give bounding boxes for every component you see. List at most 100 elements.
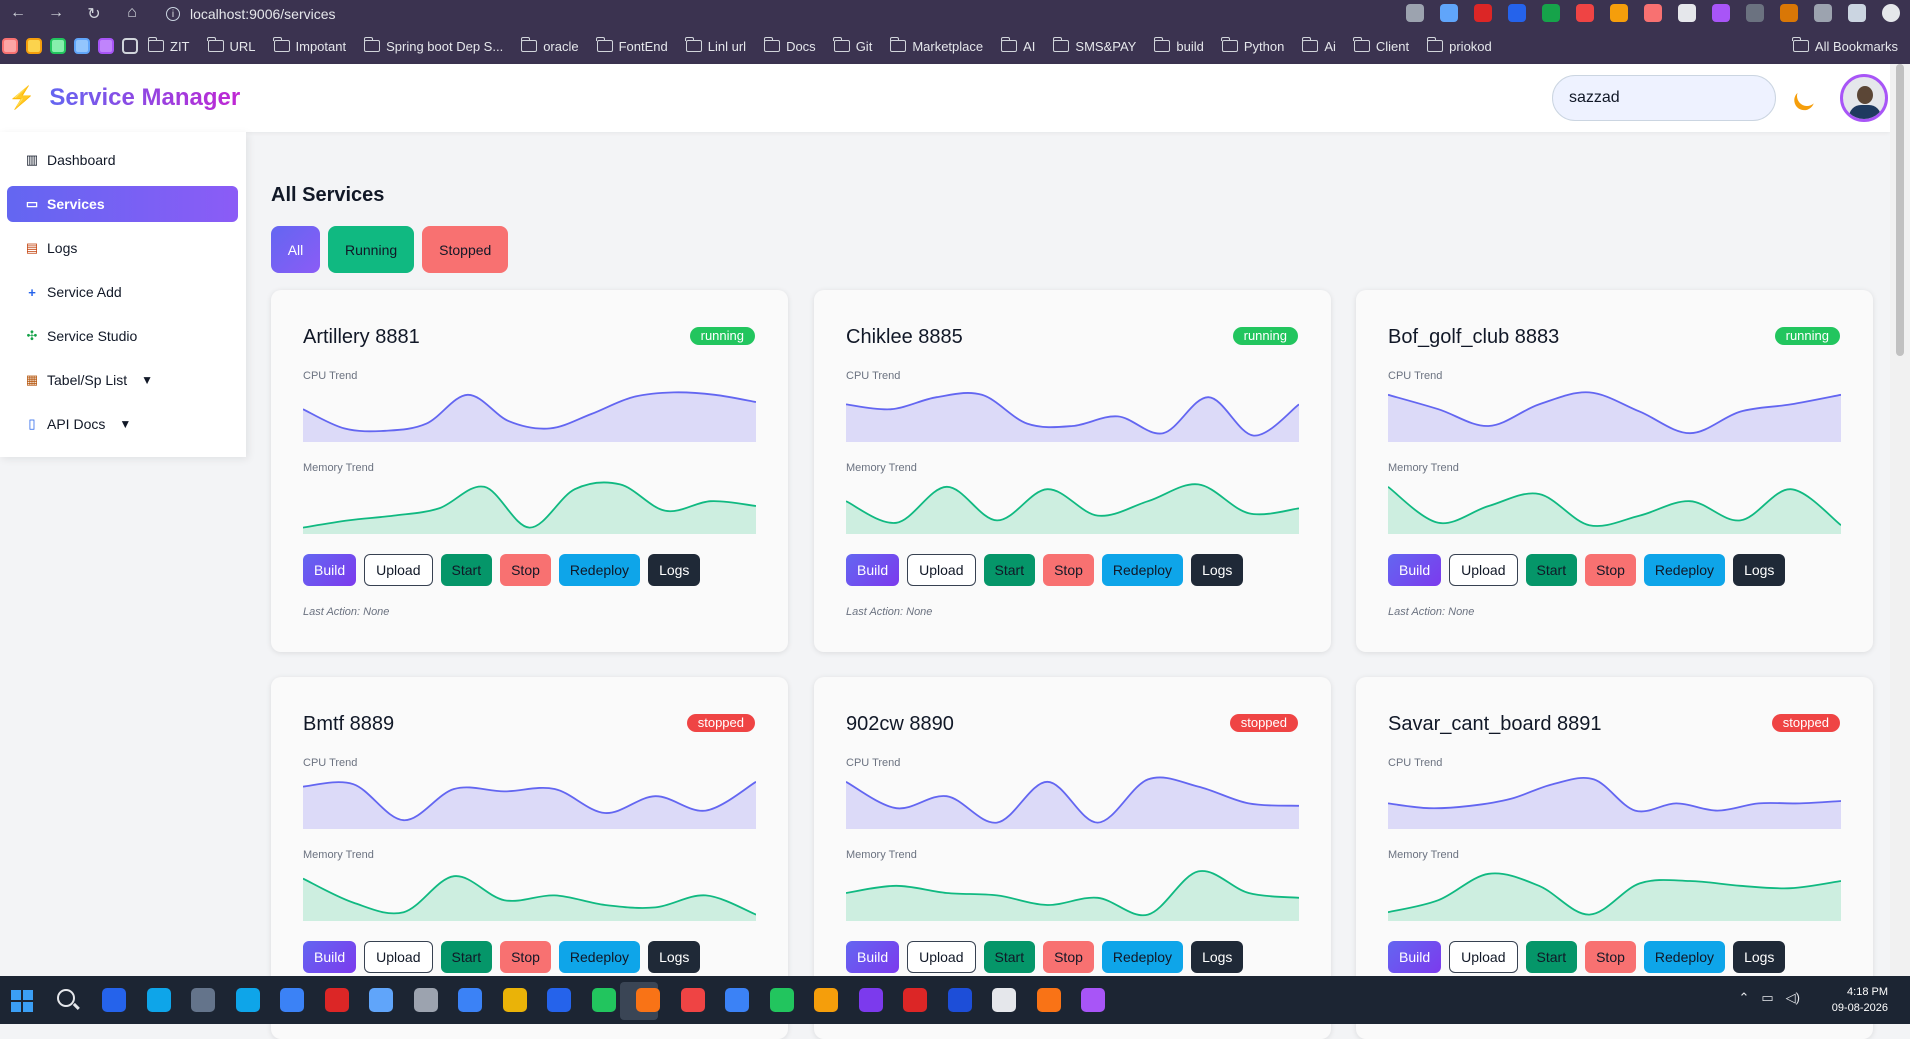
sidebar-item-services[interactable]: ▭ Services (7, 186, 238, 222)
address-bar[interactable]: i localhost:9006/services (166, 6, 336, 22)
search-icon[interactable] (57, 989, 75, 1007)
bookmark-folder[interactable]: Docs (763, 37, 816, 54)
start-button[interactable]: Start (983, 554, 1036, 586)
extension-icon[interactable] (1746, 4, 1764, 22)
upload-button[interactable]: Upload (907, 941, 976, 973)
volume-icon[interactable]: ◁) (1785, 990, 1800, 1005)
sidebar-item-dashboard[interactable]: ▥ Dashboard (7, 142, 238, 178)
taskbar-app-icon[interactable] (146, 988, 171, 1012)
upload-button[interactable]: Upload (364, 941, 433, 973)
upload-button[interactable]: Upload (1449, 554, 1518, 586)
taskbar-app-icon[interactable] (992, 988, 1016, 1012)
extension-icon[interactable] (1474, 4, 1492, 22)
taskbar-app-icon[interactable] (102, 988, 126, 1012)
home-icon[interactable]: ⌂ (127, 4, 137, 21)
upload-button[interactable]: Upload (1449, 941, 1518, 973)
sidebar-item-logs[interactable]: ▤ Logs (7, 230, 238, 266)
build-button[interactable]: Build (846, 554, 900, 586)
taskbar-app-icon[interactable] (1036, 988, 1061, 1012)
stop-button[interactable]: Stop (1043, 941, 1094, 973)
extension-icon[interactable] (1644, 4, 1662, 22)
filter-all-button[interactable]: All (271, 226, 320, 273)
back-icon[interactable]: ← (10, 4, 26, 21)
moon-icon[interactable] (1794, 83, 1820, 109)
bookmark-folder[interactable]: Spring boot Dep S... (363, 37, 503, 54)
grid-icon[interactable] (122, 38, 138, 54)
upload-button[interactable]: Upload (364, 554, 433, 586)
stop-button[interactable]: Stop (1585, 941, 1636, 973)
search-input[interactable] (1552, 75, 1776, 121)
app-icon[interactable] (50, 38, 66, 54)
extension-icon[interactable] (1542, 4, 1560, 22)
taskbar-app-icon[interactable] (858, 988, 883, 1012)
redeploy-button[interactable]: Redeploy (1643, 554, 1726, 586)
bookmark-folder[interactable]: AI (1000, 37, 1035, 54)
start-button[interactable]: Start (1525, 554, 1578, 586)
clock[interactable]: 4:18 PM 09-08-2026 (1832, 984, 1888, 1016)
sidebar-item-tabel-sp-list[interactable]: ▦ Tabel/Sp List ▼ (7, 362, 238, 398)
bookmark-folder[interactable]: Linl url (685, 37, 746, 54)
taskbar-app-icon[interactable] (769, 988, 794, 1012)
key-icon[interactable] (1406, 4, 1424, 22)
bookmark-folder[interactable]: URL (207, 37, 256, 54)
sidebar-item-service-studio[interactable]: ✣ Service Studio (7, 318, 238, 354)
build-button[interactable]: Build (846, 941, 900, 973)
bookmark-folder[interactable]: Marketplace (889, 37, 983, 54)
build-button[interactable]: Build (1388, 554, 1442, 586)
stop-button[interactable]: Stop (500, 941, 551, 973)
bookmark-folder[interactable]: Python (1221, 37, 1284, 54)
forward-icon[interactable]: → (48, 4, 64, 21)
bookmark-folder[interactable]: FontEnd (596, 37, 668, 54)
taskbar-app-icon[interactable] (413, 988, 438, 1012)
upload-button[interactable]: Upload (907, 554, 976, 586)
start-button[interactable]: Start (1525, 941, 1578, 973)
bookmark-folder[interactable]: Impotant (273, 37, 346, 54)
avatar[interactable] (1840, 74, 1888, 122)
bookmark-folder[interactable]: ZIT (147, 37, 190, 54)
taskbar-app-icon[interactable] (369, 988, 393, 1012)
bookmark-folder[interactable]: priokod (1426, 37, 1492, 54)
bookmark-folder[interactable]: Client (1353, 37, 1409, 54)
taskbar-app-icon[interactable] (903, 988, 927, 1012)
bookmark-folder[interactable]: build (1153, 37, 1204, 54)
redeploy-button[interactable]: Redeploy (1101, 554, 1184, 586)
logs-button[interactable]: Logs (1733, 941, 1786, 973)
taskbar-app-icon[interactable] (591, 988, 616, 1012)
taskbar-app-icon[interactable] (814, 988, 838, 1012)
start-button[interactable]: Start (983, 941, 1036, 973)
sidebar-item-api-docs[interactable]: ▯ API Docs ▼ (7, 406, 238, 442)
star-icon[interactable] (1440, 4, 1458, 22)
logs-button[interactable]: Logs (1733, 554, 1786, 586)
redeploy-button[interactable]: Redeploy (1101, 941, 1184, 973)
puzzle-icon[interactable] (1814, 4, 1832, 22)
taskbar-app-icon[interactable] (280, 988, 304, 1012)
logs-button[interactable]: Logs (648, 554, 701, 586)
chevron-up-icon[interactable]: ⌃ (1738, 990, 1750, 1005)
start-button[interactable]: Start (440, 941, 493, 973)
start-button[interactable]: Start (440, 554, 493, 586)
extension-icon[interactable] (1610, 4, 1628, 22)
filter-running-button[interactable]: Running (328, 226, 415, 273)
page-scrollbar[interactable] (1890, 64, 1910, 976)
extension-icon[interactable] (1712, 4, 1730, 22)
bookmark-folder[interactable]: oracle (520, 37, 579, 54)
bookmark-folder[interactable]: Git (833, 37, 872, 54)
stop-button[interactable]: Stop (1043, 554, 1094, 586)
app-icon[interactable] (26, 38, 42, 54)
redeploy-button[interactable]: Redeploy (558, 941, 641, 973)
sidebar-item-service-add[interactable]: + Service Add (7, 274, 238, 310)
taskbar-app-icon[interactable] (235, 988, 260, 1012)
bookmark-folder[interactable]: SMS&PAY (1052, 37, 1136, 54)
extension-icon[interactable] (1576, 4, 1594, 22)
taskbar-app-icon[interactable] (1081, 988, 1105, 1012)
taskbar-app-icon[interactable] (502, 988, 527, 1012)
build-button[interactable]: Build (1388, 941, 1442, 973)
bookmark-folder[interactable]: Ai (1301, 37, 1336, 54)
profile-icon[interactable] (1882, 4, 1900, 22)
reload-icon[interactable]: ↻ (87, 6, 101, 23)
build-button[interactable]: Build (303, 554, 357, 586)
network-icon[interactable]: ▭ (1761, 990, 1774, 1005)
taskbar-app-icon[interactable] (324, 988, 349, 1012)
logs-button[interactable]: Logs (648, 941, 701, 973)
scrollbar-thumb[interactable] (1896, 64, 1904, 356)
